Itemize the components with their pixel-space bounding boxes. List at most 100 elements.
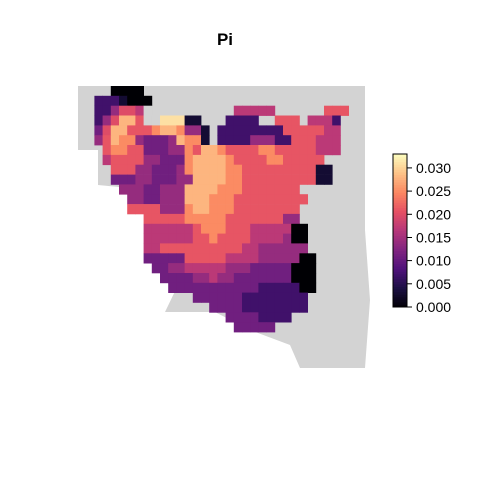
raster-cell <box>233 233 243 244</box>
legend-color-step <box>393 294 407 298</box>
map-title: Pi <box>216 30 234 49</box>
raster-cell <box>217 154 226 166</box>
color-legend: 0.030 0.025 0.020 0.015 0.010 0.005 0.000 <box>392 153 451 315</box>
raster-cell <box>192 223 202 234</box>
raster-cell <box>242 135 251 146</box>
legend-color-step <box>393 296 407 300</box>
raster-cell <box>184 115 194 126</box>
raster-cell <box>274 184 284 195</box>
raster-cell <box>160 115 169 126</box>
raster-cell <box>176 125 185 136</box>
raster-cell <box>242 184 251 195</box>
raster-cell <box>184 145 194 156</box>
raster-cell <box>143 174 153 185</box>
raster-cell <box>143 105 153 116</box>
raster-cell <box>135 145 144 156</box>
raster-cell <box>201 243 210 254</box>
legend-tick-label: 0.030 <box>416 160 451 176</box>
raster-cell <box>192 145 202 156</box>
raster-cell <box>192 194 202 205</box>
legend-color-step <box>393 222 407 226</box>
legend-color-step <box>393 182 407 186</box>
raster-cell <box>324 115 333 126</box>
raster-cell <box>110 154 120 166</box>
raster-cell <box>209 213 218 225</box>
raster-cell <box>258 223 267 234</box>
raster-cell <box>192 282 202 293</box>
raster-cell <box>209 174 218 185</box>
raster-cell <box>143 253 153 264</box>
raster-cell <box>283 115 292 126</box>
raster-cell <box>242 194 251 205</box>
raster-cell <box>250 194 259 205</box>
raster-cell <box>242 243 251 254</box>
raster-cell <box>184 184 194 195</box>
raster-cell <box>143 95 153 106</box>
raster-cell <box>192 253 202 264</box>
raster-cell <box>233 322 243 333</box>
raster-cell <box>283 194 292 205</box>
legend-color-step <box>393 179 407 183</box>
raster-cell <box>315 145 325 156</box>
legend-color-step <box>393 286 407 290</box>
raster-cell <box>242 322 251 333</box>
raster-cell <box>94 95 103 106</box>
raster-cell <box>299 164 308 175</box>
raster-cell <box>233 273 243 284</box>
raster-cell <box>283 125 292 136</box>
raster-cell <box>324 105 333 116</box>
raster-cell <box>176 145 185 156</box>
raster-cell <box>274 223 284 234</box>
legend-color-step <box>393 227 407 231</box>
raster-cell <box>225 263 235 274</box>
raster-cell <box>250 105 259 116</box>
legend-color-step <box>393 166 407 170</box>
raster-cell <box>315 115 325 126</box>
raster-cell <box>151 145 161 156</box>
raster-cell <box>168 273 177 284</box>
raster-cell <box>217 263 226 274</box>
raster-cell <box>160 253 169 264</box>
raster-cell <box>291 164 300 175</box>
raster-cell <box>110 95 120 106</box>
legend-color-step <box>393 212 407 216</box>
raster-cell <box>266 184 276 195</box>
raster-cell <box>201 273 210 284</box>
raster-cell <box>94 125 103 136</box>
raster-cell <box>225 154 235 166</box>
legend-tick-label: 0.025 <box>416 183 451 199</box>
raster-cell <box>151 154 161 166</box>
legend-color-step <box>393 299 407 303</box>
legend-tick-label: 0.005 <box>416 276 451 292</box>
raster-cell <box>307 125 317 136</box>
raster-cell <box>283 282 292 293</box>
raster-cell <box>119 95 128 106</box>
raster-cell <box>274 312 284 323</box>
raster-cell <box>233 135 243 146</box>
raster-cell <box>233 154 243 166</box>
raster-cell <box>209 145 218 156</box>
raster-cell <box>201 135 210 146</box>
raster-cell <box>184 273 194 284</box>
raster-cell <box>299 135 308 146</box>
raster-cell <box>168 233 177 244</box>
raster-cell <box>217 282 226 293</box>
raster-cell <box>250 213 259 225</box>
raster-cell <box>168 213 177 225</box>
raster-cell <box>201 204 210 215</box>
raster-cell <box>266 164 276 175</box>
raster-cell <box>135 164 144 175</box>
legend-color-step <box>393 253 407 257</box>
raster-cell <box>168 204 177 215</box>
raster-cell <box>217 194 226 205</box>
raster-cell <box>127 174 136 185</box>
raster-cell <box>176 115 185 126</box>
legend-color-step <box>393 174 407 178</box>
raster-cell <box>291 115 300 126</box>
raster-cell <box>250 115 259 126</box>
legend-color-step <box>393 278 407 282</box>
raster-cell <box>225 135 235 146</box>
raster-cell <box>242 105 251 116</box>
raster-cell <box>291 282 300 293</box>
raster-cell <box>151 194 161 205</box>
